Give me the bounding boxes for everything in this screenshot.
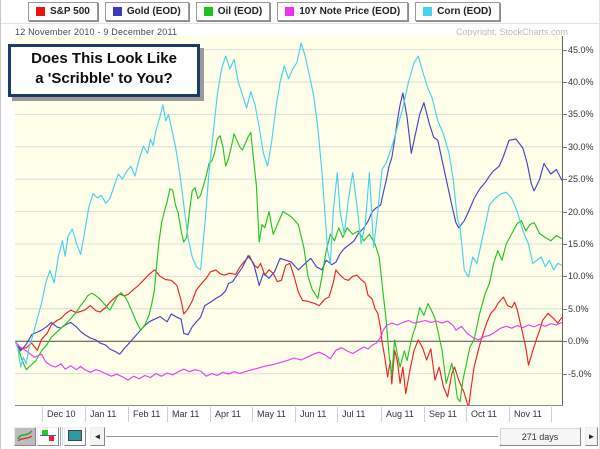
series-line-gold-eod	[15, 92, 562, 355]
x-axis-tick	[252, 407, 253, 422]
legend-label: 10Y Note Price (EOD)	[299, 6, 401, 17]
scrollbar-track[interactable]	[106, 436, 498, 437]
legend-item-gold-eod[interactable]: Gold (EOD)	[104, 2, 189, 21]
range-label: 271 days	[521, 431, 559, 442]
x-axis-label: Jan 11	[90, 409, 117, 419]
x-axis-tick	[509, 407, 510, 422]
histogram-style-button[interactable]	[37, 427, 59, 446]
y-axis-label: -5.0%	[568, 368, 592, 379]
y-axis-label: 30.0%	[568, 141, 594, 152]
y-axis-tick	[563, 179, 567, 181]
x-axis-tick	[551, 407, 552, 422]
x-axis-label: Oct 11	[471, 409, 497, 419]
series-line-s-p-500	[15, 255, 562, 405]
scroll-right-button[interactable]: ►	[585, 427, 598, 446]
x-axis-label: Feb 11	[133, 409, 161, 419]
annotation-line2: a 'Scribble' to You?	[35, 70, 173, 88]
y-axis-tick	[563, 82, 567, 83]
annotation-callout: Does This Look Like a 'Scribble' to You?	[8, 44, 200, 97]
x-axis-label: May 11	[257, 409, 286, 419]
y-axis-label: 0.0%	[568, 336, 589, 347]
series-line-10y-note-price-eod	[15, 319, 562, 381]
legend-label: Oil (EOD)	[217, 6, 263, 17]
series-line-oil-eod	[15, 131, 562, 403]
x-axis-tick	[295, 407, 296, 422]
legend-label: S&P 500	[50, 6, 90, 17]
scroll-left-button[interactable]: ◄	[90, 427, 105, 446]
bottom-toolbar: ◄ 271 days ►	[1, 423, 599, 449]
x-axis-label: Jul 11	[342, 409, 366, 419]
x-axis-label: Mar 11	[172, 409, 200, 419]
legend-swatch	[36, 7, 45, 16]
y-axis-tick	[563, 373, 567, 375]
annotation-line1: Does This Look Like	[31, 50, 177, 67]
legend-item-corn-eod[interactable]: Corn (EOD)	[415, 2, 500, 21]
x-axis-tick	[466, 407, 467, 422]
x-axis: Dec 10 Jan 11 Feb 11 Mar 11 Apr 11 May 11 Jun …	[15, 405, 563, 422]
x-axis-tick	[128, 407, 129, 422]
toolbar-divider	[60, 427, 61, 446]
x-axis-tick	[210, 407, 211, 422]
legend-swatch	[285, 7, 295, 16]
y-axis-label: 10.0%	[568, 271, 594, 282]
x-axis-label: Jun 11	[300, 409, 327, 419]
line-chart-icon	[17, 429, 33, 445]
x-axis-label: Sep 11	[429, 409, 457, 419]
series-line-corn-eod	[15, 42, 562, 368]
color-scheme-button[interactable]	[64, 427, 86, 446]
legend-item-10y-note-price-eod[interactable]: 10Y Note Price (EOD)	[277, 2, 409, 21]
x-axis-tick	[381, 407, 382, 422]
date-range-label: 12 November 2010 - 9 December 2011	[15, 27, 178, 37]
legend-swatch	[203, 7, 213, 16]
x-axis-tick	[85, 407, 86, 422]
y-axis-tick	[563, 211, 567, 213]
y-axis-label: 15.0%	[568, 239, 594, 249]
y-axis-tick	[563, 49, 567, 51]
y-axis-label: 40.0%	[568, 77, 594, 87]
x-axis-tick	[424, 407, 425, 422]
x-axis-label: Dec 10	[47, 409, 76, 419]
y-axis-tick	[563, 308, 567, 310]
legend-item-oil-eod[interactable]: Oil (EOD)	[195, 2, 271, 21]
x-axis-label: Apr 11	[215, 409, 241, 419]
copyright-label: Copyright, StockCharts.com	[456, 27, 569, 37]
x-axis-label: Aug 11	[386, 409, 414, 419]
x-axis-tick	[42, 407, 43, 422]
y-axis-label: 35.0%	[568, 109, 594, 120]
y-axis-label: 5.0%	[568, 303, 589, 314]
legend-item-s-p-500[interactable]: S&P 500	[28, 2, 98, 21]
x-axis-label: Nov 11	[514, 409, 542, 419]
chart-plot-area[interactable]	[15, 36, 563, 405]
y-axis-tick	[563, 244, 567, 245]
color-swatch-icon	[67, 429, 83, 445]
y-axis-label: 45.0%	[568, 44, 594, 55]
x-axis-tick	[167, 407, 168, 422]
legend-label: Corn (EOD)	[437, 6, 492, 17]
histogram-icon	[40, 429, 56, 445]
y-axis-tick	[563, 276, 567, 278]
legend-label: Gold (EOD)	[126, 6, 181, 17]
y-axis-label: 25.0%	[568, 174, 594, 185]
y-axis-tick	[563, 341, 567, 343]
legend-swatch	[423, 7, 433, 16]
y-axis-tick	[563, 146, 567, 148]
legend-swatch	[112, 7, 122, 16]
legend-bar: S&P 500 Gold (EOD) Oil (EOD) 10Y Note Price…	[1, 0, 599, 24]
scrollbar-thumb[interactable]: 271 days	[499, 427, 581, 446]
y-axis-label: 20.0%	[568, 206, 594, 217]
line-style-button[interactable]	[14, 427, 36, 446]
y-axis-tick	[563, 114, 567, 116]
x-axis-tick	[337, 407, 338, 422]
